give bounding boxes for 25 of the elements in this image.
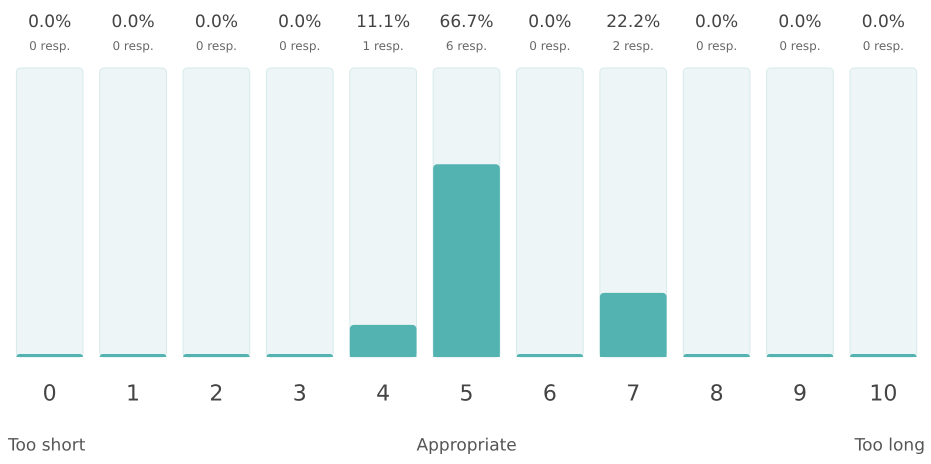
- text: Too short: [7, 436, 86, 456]
- data-label: 0.0% 0 resp.: [111, 12, 155, 53]
- data-label: 0.0% 0 resp.: [694, 12, 738, 53]
- data-label: 0.0% 0 resp.: [194, 12, 238, 53]
- x-tick-label: 6: [542, 382, 557, 406]
- x-tick-label: 3: [292, 382, 307, 406]
- x-tick-label: 4: [376, 382, 390, 406]
- x-tick-label: 7: [626, 382, 640, 406]
- x-tick-label: 2: [209, 382, 224, 406]
- x-tick-label: 0: [42, 382, 57, 406]
- data-label: 0.0% 0 resp.: [278, 12, 322, 53]
- data-label: 0.0% 0 resp.: [528, 12, 572, 53]
- data-label: 0.0% 0 resp.: [778, 12, 822, 53]
- data-label: 11.1% 1 resp.: [356, 12, 410, 53]
- text: Appropriate: [416, 436, 517, 456]
- x-tick-label: 10: [869, 382, 898, 406]
- x-tick-label: 1: [126, 382, 140, 406]
- data-label: 22.2% 2 resp.: [606, 12, 660, 53]
- data-label: 0.0% 0 resp.: [862, 12, 905, 53]
- x-tick-label: 5: [460, 382, 474, 406]
- data-label: 66.7% 6 resp.: [439, 12, 494, 53]
- data-label: 0.0% 0 resp.: [28, 12, 72, 53]
- x-tick-label: 8: [710, 382, 724, 406]
- text: Too long: [854, 436, 925, 456]
- x-tick-label: 9: [792, 382, 807, 406]
